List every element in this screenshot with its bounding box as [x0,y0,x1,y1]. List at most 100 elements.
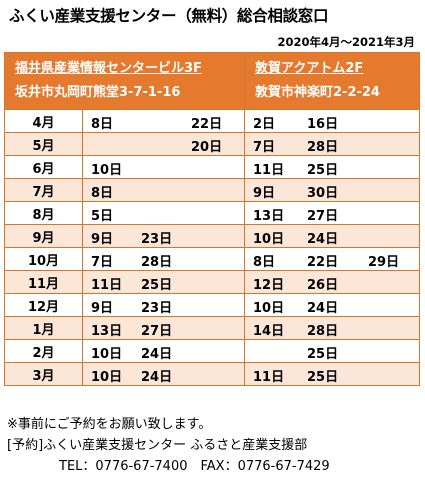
fukui-date: 23日 [141,301,173,316]
reservation-note: ※事前にご予約をお願い致します。 [7,417,212,432]
tsuruga-date: 22日 [307,255,339,270]
fukui-date: 10日 [91,163,123,178]
fukui-dates-cell: 11日 25日 [82,270,245,294]
page-title: ふくい産業支援センター（無料）総合相談窓口 [9,7,329,25]
tsuruga-dates-cell: 13日 27日 [244,201,420,225]
month-cell: 2月 [4,339,83,363]
fukui-dates-cell: 9日 23日 [82,224,245,248]
table-row: 9月 9日 23日 10日 24日 [4,224,420,248]
fukui-dates-cell: 10日 [82,155,245,179]
tsuruga-date: 24日 [307,301,339,316]
fukui-dates-cell: 10日 24日 [82,339,245,363]
tsuruga-date: 27日 [307,209,339,224]
tel-fax-line: TEL：0776-67-7400 FAX：0776-67-7429 [59,459,330,474]
fukui-date: 8日 [91,186,114,201]
schedule-table: 福井県産業情報センタービル3F 坂井市丸岡町熊堂3-7-1-16 敦賀アクアトム… [4,52,420,386]
tsuruga-dates-cell: 10日 24日 [244,224,420,248]
table-row: 12月 9日 23日 10日 24日 [4,293,420,317]
tsuruga-dates-cell: 25日 [244,339,420,363]
fukui-dates-cell: 10日 24日 [82,362,245,386]
table-row: 5月 20日 7日 28日 [4,132,420,156]
table-row: 8月 5日 13日 27日 [4,201,420,225]
fukui-dates-cell: 20日 [82,132,245,156]
fukui-dates-cell: 9日 23日 [82,293,245,317]
tsuruga-date: 28日 [307,140,339,155]
tsuruga-dates-cell: 8日 22日 29日 [244,247,420,271]
location-name-tsuruga: 敦賀アクアトム2F [255,61,364,76]
tsuruga-date: 11日 [253,370,285,385]
table-row: 6月 10日 11日 25日 [4,155,420,179]
month-cell: 12月 [4,293,83,317]
tsuruga-dates-cell: 9日 30日 [244,178,420,202]
tsuruga-date: 25日 [307,163,339,178]
tsuruga-date: 28日 [307,324,339,339]
tsuruga-date: 12日 [253,278,285,293]
fukui-dates-cell: 8日 [82,178,245,202]
tsuruga-date: 30日 [307,186,339,201]
period-label: 2020年4月～2021年3月 [277,35,415,49]
month-cell: 4月 [4,109,83,133]
footer-notes: ※事前にご予約をお願い致します。 [予約]ふくい産業支援センター ふるさと産業支… [7,414,330,477]
tsuruga-dates-cell: 2日 16日 [244,109,420,133]
tsuruga-dates-cell: 11日 25日 [244,155,420,179]
fukui-date: 20日 [191,140,223,155]
location-address-fukui: 坂井市丸岡町熊堂3-7-1-16 [15,85,181,100]
location-header-tsuruga: 敦賀アクアトム2F 敦賀市神楽町2-2-24 [244,52,420,110]
tsuruga-date: 13日 [253,209,285,224]
month-cell: 7月 [4,178,83,202]
fukui-date: 9日 [91,232,114,247]
tsuruga-date: 8日 [253,255,276,270]
fukui-date: 8日 [91,117,114,132]
month-cell: 1月 [4,316,83,340]
fukui-dates-cell: 7日 28日 [82,247,245,271]
table-row: 3月 10日 24日 11日 25日 [4,362,420,386]
month-cell: 10月 [4,247,83,271]
tsuruga-date: 25日 [307,347,339,362]
fukui-date: 24日 [141,347,173,362]
fukui-date: 11日 [91,278,123,293]
location-address-tsuruga: 敦賀市神楽町2-2-24 [255,85,380,100]
fukui-date: 13日 [91,324,123,339]
fukui-date: 10日 [91,347,123,362]
month-cell: 3月 [4,362,83,386]
table-row: 7月 8日 9日 30日 [4,178,420,202]
tsuruga-date: 10日 [253,301,285,316]
fukui-date: 22日 [191,117,223,132]
table-row: 1月 13日 27日 14日 28日 [4,316,420,340]
tsuruga-date: 25日 [307,370,339,385]
tsuruga-dates-cell: 12日 26日 [244,270,420,294]
fukui-dates-cell: 8日 22日 [82,109,245,133]
fukui-date: 25日 [141,278,173,293]
tsuruga-date: 2日 [253,117,276,132]
table-row: 4月 8日 22日 2日 16日 [4,109,420,133]
fukui-dates-cell: 13日 27日 [82,316,245,340]
location-name-fukui: 福井県産業情報センタービル3F [15,61,202,76]
table-header-row: 福井県産業情報センタービル3F 坂井市丸岡町熊堂3-7-1-16 敦賀アクアトム… [4,52,420,110]
location-header-fukui: 福井県産業情報センタービル3F 坂井市丸岡町熊堂3-7-1-16 [4,52,245,110]
tsuruga-date: 9日 [253,186,276,201]
table-row: 11月 11日 25日 12日 26日 [4,270,420,294]
fukui-dates-cell: 5日 [82,201,245,225]
tsuruga-date: 29日 [368,255,400,270]
tsuruga-date: 10日 [253,232,285,247]
fukui-date: 28日 [141,255,173,270]
fukui-date: 9日 [91,301,114,316]
fukui-date: 7日 [91,255,114,270]
fukui-date: 10日 [91,370,123,385]
tsuruga-date: 16日 [307,117,339,132]
tsuruga-dates-cell: 7日 28日 [244,132,420,156]
contact-line: [予約]ふくい産業支援センター ふるさと産業支援部 [7,438,308,453]
tsuruga-dates-cell: 14日 28日 [244,316,420,340]
month-cell: 9月 [4,224,83,248]
table-row: 2月 10日 24日 25日 [4,339,420,363]
tsuruga-date: 7日 [253,140,276,155]
month-cell: 8月 [4,201,83,225]
fukui-date: 27日 [141,324,173,339]
month-cell: 11月 [4,270,83,294]
month-cell: 6月 [4,155,83,179]
fukui-date: 23日 [141,232,173,247]
tsuruga-date: 26日 [307,278,339,293]
fukui-date: 5日 [91,209,114,224]
table-row: 10月 7日 28日 8日 22日 29日 [4,247,420,271]
tsuruga-dates-cell: 10日 24日 [244,293,420,317]
